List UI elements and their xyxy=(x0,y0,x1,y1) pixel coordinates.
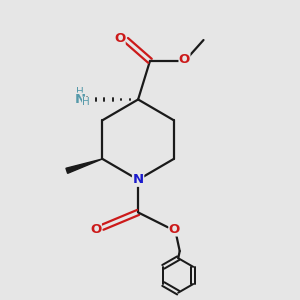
Text: H: H xyxy=(82,97,90,107)
Text: O: O xyxy=(114,32,125,45)
Text: O: O xyxy=(169,223,180,236)
Polygon shape xyxy=(66,159,102,173)
Text: O: O xyxy=(90,223,101,236)
Text: N: N xyxy=(133,173,144,186)
Text: O: O xyxy=(179,53,190,66)
Text: N: N xyxy=(75,93,86,106)
Text: H: H xyxy=(76,87,84,97)
